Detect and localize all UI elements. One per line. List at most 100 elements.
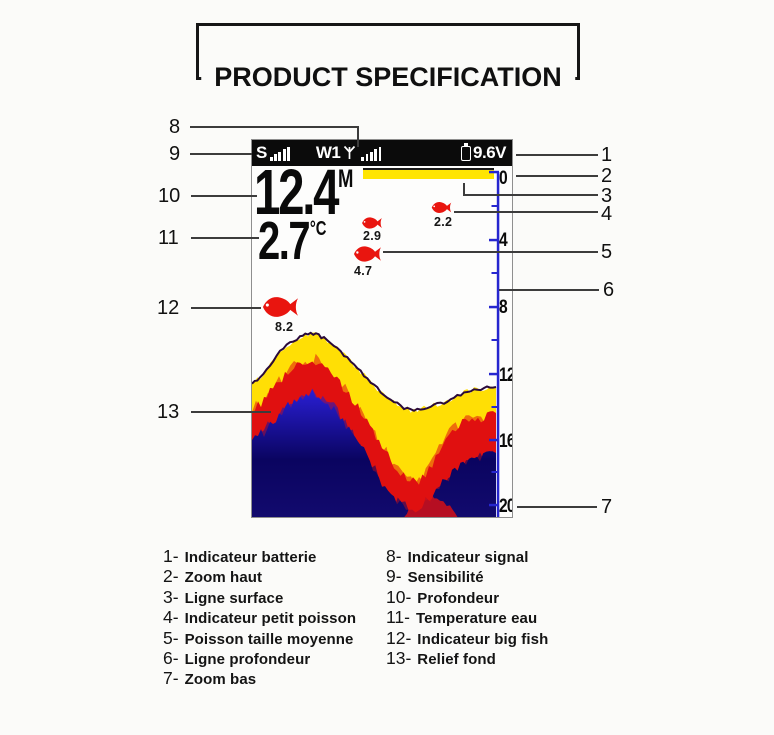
- legend-label: Poisson taille moyenne: [184, 630, 354, 648]
- callout-line-1: [516, 154, 598, 156]
- callout-number-7: 7: [601, 496, 613, 518]
- legend-num: 2-: [163, 566, 179, 587]
- signal-label: W1: [315, 143, 341, 162]
- callout-line-13: [191, 411, 271, 413]
- legend-item-3: 3- Ligne surface: [163, 587, 356, 607]
- callout-number-8: 8: [169, 116, 181, 138]
- depth-scale-tick-4: 4: [499, 230, 508, 251]
- signal-indicator: W1: [315, 143, 382, 163]
- big-fish-icon-82: [262, 297, 299, 317]
- legend-item-2: 2- Zoom haut: [163, 566, 356, 586]
- legend-num: 8-: [386, 546, 402, 566]
- callout-number-2: 2: [601, 165, 613, 187]
- callout-line-7: [517, 506, 597, 508]
- legend-label: Indicateur signal: [407, 549, 529, 566]
- callout-line-6: [499, 289, 599, 291]
- callout-line-12: [191, 307, 261, 309]
- legend-item-4: 4- Indicateur petit poisson: [163, 607, 356, 627]
- callout-line-10: [191, 195, 257, 197]
- legend-label: Zoom haut: [184, 569, 263, 587]
- battery-icon: [461, 143, 472, 161]
- callout-line-4: [454, 211, 598, 213]
- fishfinder-screen: S W1 9.6V: [251, 139, 513, 518]
- callout-line-9: [190, 153, 252, 155]
- legend-item-1: 1- Indicateur batterie: [163, 546, 356, 566]
- legend-column-right: 8- Indicateur signal 9- Sensibilité 10- Pro…: [386, 546, 548, 668]
- legend-column-left: 1- Indicateur batterie 2- Zoom haut 3- Lign…: [163, 546, 356, 689]
- legend-num: 5-: [163, 627, 179, 648]
- callout-number-3: 3: [601, 185, 613, 207]
- legend-item-13: 13- Relief fond: [386, 648, 548, 668]
- legend-num: 6-: [163, 647, 179, 668]
- legend-item-6: 6- Ligne profondeur: [163, 648, 356, 668]
- battery-indicator: 9.6V: [461, 143, 506, 163]
- temperature-readout: 2.7 °C: [258, 214, 327, 268]
- legend-num: 12-: [386, 627, 412, 648]
- callout-number-5: 5: [601, 241, 613, 263]
- legend-label: Temperature eau: [416, 610, 538, 628]
- depth-unit: M: [338, 166, 354, 193]
- depth-readout: 12.4 M: [254, 166, 354, 228]
- legend-label: Sensibilité: [407, 569, 484, 587]
- sonar-svg: [252, 168, 500, 517]
- callout-number-6: 6: [603, 279, 615, 301]
- callout-line-8: [190, 126, 359, 128]
- legend-item-9: 9- Sensibilité: [386, 566, 548, 586]
- temperature-unit: °C: [309, 218, 327, 240]
- legend-num: 4-: [163, 607, 179, 628]
- legend-item-7: 7- Zoom bas: [163, 668, 356, 688]
- legend-num: 3-: [163, 586, 179, 607]
- callout-number-12: 12: [157, 297, 180, 319]
- depth-scale-tick-16: 16: [499, 431, 512, 452]
- legend-label: Profondeur: [417, 589, 500, 607]
- depth-scale-tick-0: 0: [499, 168, 508, 189]
- legend-num: 1-: [163, 546, 179, 566]
- callout-number-10: 10: [158, 185, 181, 207]
- callout-line-3: [463, 194, 598, 196]
- title-box: PRODUCT SPECIFICATION: [196, 23, 580, 93]
- fish-depth-label: 8.2: [275, 320, 294, 334]
- callout-number-4: 4: [601, 203, 613, 225]
- depth-scale-tick-20: 20: [499, 496, 512, 517]
- legend-label: Indicateur big fish: [417, 630, 549, 648]
- depth-scale-tick-8: 8: [499, 297, 508, 318]
- callout-number-13: 13: [157, 401, 180, 423]
- sensitivity-bars-icon: [269, 146, 290, 161]
- small-fish-icon-29: [362, 217, 382, 229]
- small-fish-icon-22: [431, 202, 452, 213]
- legend-item-12: 12- Indicateur big fish: [386, 628, 548, 648]
- depth-value: 12.4: [254, 166, 340, 228]
- legend-label: Zoom bas: [184, 671, 257, 689]
- callout-number-1: 1: [601, 144, 613, 166]
- callout-line-8-v: [357, 126, 359, 147]
- antenna-icon: [344, 145, 356, 159]
- depth-scale-tick-12: 12: [499, 365, 512, 386]
- legend-item-8: 8- Indicateur signal: [386, 546, 548, 566]
- callout-line-3-v: [463, 183, 465, 196]
- page-title: PRODUCT SPECIFICATION: [201, 62, 575, 93]
- legend-label: Indicateur petit poisson: [184, 610, 357, 628]
- callout-line-11: [191, 237, 259, 239]
- legend-label: Indicateur batterie: [184, 549, 317, 566]
- sonar-display: 12.4 M 2.7 °C 2.9 2.2 4.7 8.2 0 4 8 12 1…: [252, 166, 512, 517]
- callout-line-2: [516, 175, 598, 177]
- legend-num: 13-: [386, 647, 412, 668]
- fish-depth-label: 2.2: [434, 215, 453, 229]
- legend-item-11: 11- Temperature eau: [386, 607, 548, 627]
- status-bar: S W1 9.6V: [252, 140, 512, 166]
- battery-voltage: 9.6V: [473, 143, 506, 162]
- callout-number-9: 9: [169, 143, 181, 165]
- signal-bars-icon: [361, 146, 382, 161]
- legend-label: Ligne surface: [184, 589, 284, 607]
- legend-num: 11-: [386, 607, 410, 628]
- legend-num: 10-: [386, 586, 412, 607]
- callout-number-11: 11: [158, 227, 179, 249]
- legend-item-5: 5- Poisson taille moyenne: [163, 628, 356, 648]
- fish-depth-label: 2.9: [363, 229, 382, 243]
- legend-num: 7-: [163, 668, 179, 689]
- callout-line-5: [383, 251, 598, 253]
- legend-item-10: 10- Profondeur: [386, 587, 548, 607]
- sensitivity-indicator: S: [256, 143, 290, 163]
- legend-num: 9-: [386, 566, 402, 587]
